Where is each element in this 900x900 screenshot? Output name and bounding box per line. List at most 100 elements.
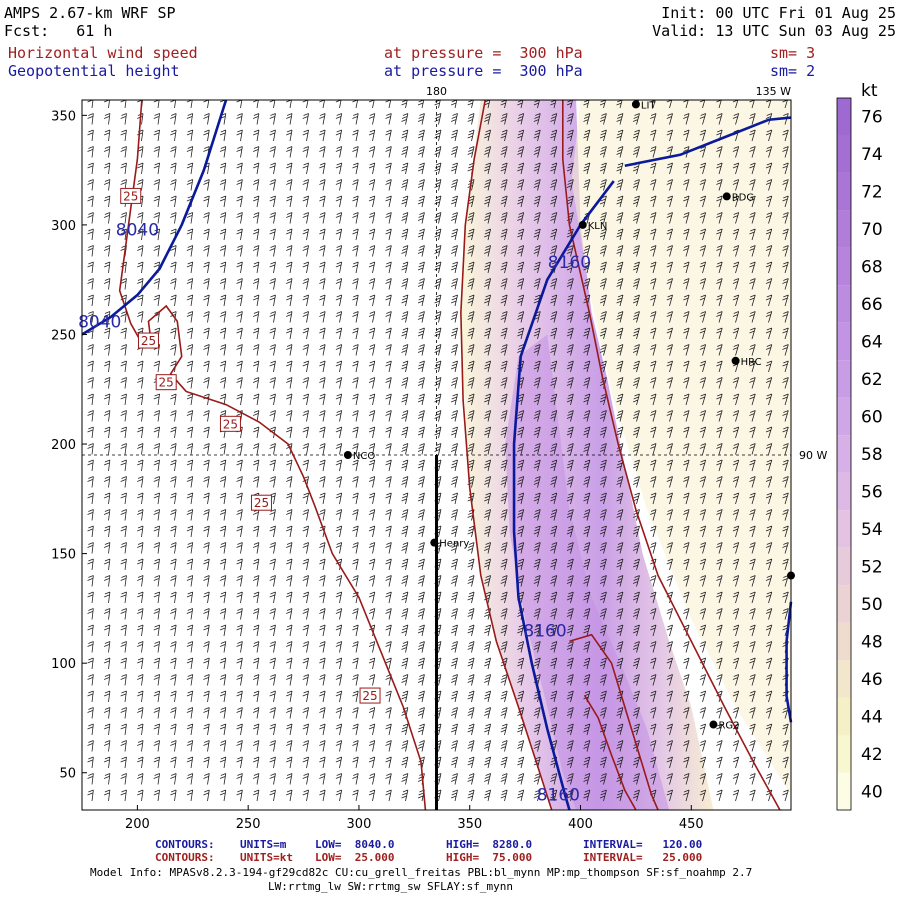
wind-barb	[517, 100, 524, 109]
station-marker: LIT	[631, 100, 656, 111]
wind-barb	[500, 641, 508, 653]
wind-barb	[765, 608, 773, 620]
wind-barb	[120, 525, 127, 538]
wind-barb	[749, 476, 756, 488]
wind-barb	[269, 690, 276, 703]
field2-pressure: at pressure = 300 hPa	[384, 62, 583, 80]
wind-barb	[583, 492, 591, 505]
wind-barb	[170, 542, 177, 554]
wind-barb	[616, 509, 624, 521]
wind-barb	[500, 426, 508, 439]
wind-barb	[467, 410, 475, 422]
wind-barb	[137, 443, 144, 455]
wind-barb	[632, 740, 640, 752]
wind-barb	[120, 311, 127, 323]
wind-barb	[666, 410, 673, 422]
wind-barb	[319, 591, 326, 604]
wind-barb	[120, 773, 127, 785]
wind-barb	[401, 129, 409, 142]
wind-barb	[566, 690, 574, 703]
wind-barb	[484, 591, 492, 604]
wind-barb	[170, 525, 177, 538]
wind-barb	[616, 657, 624, 670]
wind-barb	[616, 377, 624, 389]
wind-barb	[517, 624, 525, 637]
wind-barb	[666, 393, 673, 406]
wind-barb	[517, 162, 525, 175]
wind-barb	[749, 690, 756, 703]
wind-barb	[103, 525, 111, 538]
wind-barb	[450, 443, 458, 455]
wind-barb	[219, 558, 227, 571]
wind-barb	[533, 591, 541, 604]
wind-barb	[467, 443, 475, 455]
wind-barb	[749, 525, 756, 538]
wind-barb	[87, 377, 94, 389]
wind-barb	[566, 459, 574, 472]
wind-barb	[103, 476, 111, 488]
wind-barb	[401, 327, 409, 340]
speed-label-box	[359, 687, 381, 704]
wind-barb	[302, 360, 309, 373]
x-tick-label: 200	[125, 817, 150, 832]
wind-barb	[616, 558, 624, 571]
wind-height-chart: 25252525252580408040816081608160LITRDGKL…	[51, 81, 882, 832]
wind-barb	[203, 575, 210, 587]
wind-barb	[749, 443, 756, 455]
wind-barb	[352, 410, 359, 422]
wind-barb	[302, 179, 309, 191]
wind-barb	[533, 789, 541, 802]
wind-barb	[302, 113, 309, 125]
wind-barb	[302, 294, 309, 307]
wind-barb	[401, 377, 409, 389]
wind-barb	[434, 294, 442, 307]
wind-barb	[385, 723, 392, 736]
wind-barb	[286, 129, 293, 142]
y-tick-label: 300	[51, 219, 76, 234]
wind-barb	[203, 212, 210, 224]
wind-barb	[401, 360, 409, 373]
wind-barb	[732, 740, 740, 752]
wind-barb	[335, 575, 343, 587]
wind-barb	[252, 179, 260, 191]
wind-barb	[302, 228, 309, 241]
wind-barb	[269, 723, 276, 736]
wind-barb	[683, 476, 690, 488]
wind-barb	[252, 789, 260, 802]
wind-barb	[699, 674, 707, 686]
wind-barb	[137, 756, 144, 769]
wind-barb	[103, 624, 111, 637]
wind-barb	[103, 228, 111, 241]
wind-barb	[599, 228, 607, 241]
wind-barb	[683, 459, 690, 472]
wind-barb	[368, 228, 376, 241]
wind-barb	[286, 674, 293, 686]
wind-barb	[319, 261, 326, 274]
wind-barb	[599, 624, 607, 637]
wind-barb	[153, 542, 160, 554]
wind-barb	[385, 146, 392, 158]
wind-barb	[352, 509, 359, 521]
wind-barb	[219, 542, 227, 554]
wind-barb	[186, 707, 194, 719]
wind-barb	[385, 393, 392, 406]
wind-barb	[302, 129, 309, 142]
wind-barb	[87, 228, 94, 241]
wind-barb	[103, 575, 111, 587]
wind-barb	[434, 146, 442, 158]
wind-barb	[352, 740, 359, 752]
wind-barb	[417, 740, 425, 752]
wind-barb	[566, 558, 574, 571]
wind-barb	[401, 789, 409, 802]
wind-barb	[517, 146, 525, 158]
wind-barb	[749, 377, 756, 389]
wind-barb	[517, 509, 525, 521]
wind-barb	[236, 674, 243, 686]
wind-barb	[368, 657, 376, 670]
wind-barb	[434, 558, 442, 571]
wind-barb	[219, 327, 227, 340]
wind-barb	[186, 162, 194, 175]
wind-barb	[302, 492, 309, 505]
wind-barb	[450, 377, 458, 389]
wind-barb	[450, 641, 458, 653]
